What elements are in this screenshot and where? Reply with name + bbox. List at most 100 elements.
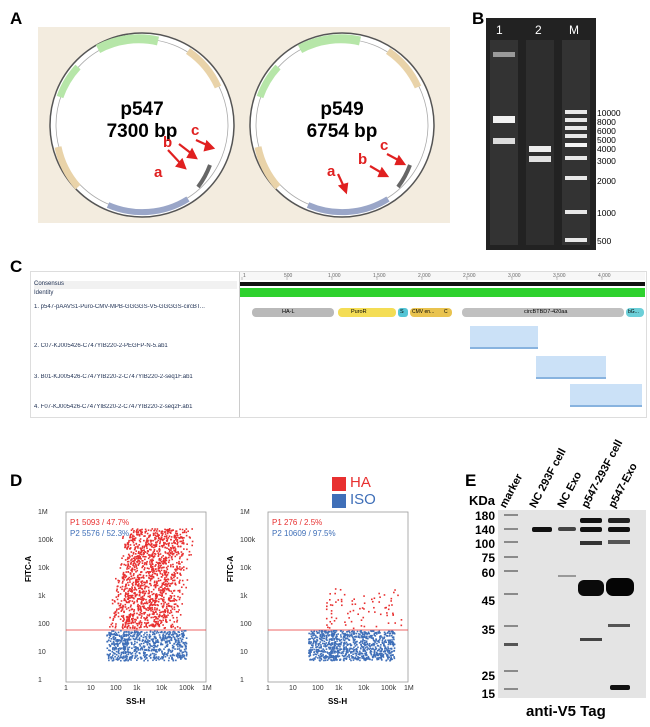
kda-75: 75 <box>481 551 495 565</box>
track-row-1[interactable]: 1. p547-pAAVS1-Puro-CMV-MPB-GGGGS-V5-GGG… <box>34 304 205 310</box>
arrow-label-c-left: c <box>191 122 200 139</box>
feature-puror: PuroR <box>351 309 367 315</box>
left-ytick: 10k <box>38 565 50 572</box>
left-xtick: 1 <box>64 685 68 692</box>
kda-100: 100 <box>474 537 495 551</box>
arrow-label-c-right: c <box>380 137 389 154</box>
alignment-tracks <box>240 272 645 407</box>
ruler-tick-500: 500 <box>284 273 293 279</box>
left-xlabel: SS-H <box>126 697 146 706</box>
feature-s: S <box>400 309 404 315</box>
kda-unit-label: KDa <box>468 493 495 508</box>
arrow-label-a-left: a <box>154 164 163 181</box>
right-xtick: 10 <box>289 685 297 692</box>
right-ytick: 100k <box>240 537 256 544</box>
consensus-label: Consensus <box>34 281 237 289</box>
left-ytick: 10 <box>38 649 46 656</box>
kda-140: 140 <box>474 523 495 537</box>
feature-ha-l: HA-L <box>282 309 295 315</box>
kda-25: 25 <box>481 669 495 683</box>
ruler-tick-1500: 1,500 <box>373 273 386 279</box>
kda-180: 180 <box>474 509 495 523</box>
right-ytick: 100 <box>240 621 252 628</box>
feature-cmv-enhancer: CMV en... <box>412 309 435 315</box>
track-row-3[interactable]: 3. B01-KJ005426-C747YIB220-2-C747YIB220-… <box>34 374 193 380</box>
right-ytick: 10k <box>240 565 252 572</box>
marker-size-4000: 4000 <box>597 144 616 154</box>
right-ytick: 1k <box>240 593 248 600</box>
arrow-label-b-right: b <box>358 151 368 168</box>
plasmid-maps <box>49 32 435 218</box>
panel-label-b: B <box>472 9 485 28</box>
left-xtick: 100k <box>179 685 195 692</box>
agarose-gel: 1 2 M <box>486 18 596 250</box>
ruler-tick-3500: 3,500 <box>553 273 566 279</box>
right-gate-p1: P1 276 / 2.5% <box>272 518 323 527</box>
p549-size: 6754 bp <box>306 121 378 142</box>
right-ytick: 1 <box>240 677 244 684</box>
marker-size-2000: 2000 <box>597 176 616 186</box>
arrow-label-a-right: a <box>327 163 336 180</box>
right-xtick: 100k <box>381 685 397 692</box>
right-xtick: 1M <box>404 685 414 692</box>
legend-label-iso: ISO <box>350 491 376 508</box>
left-xtick: 100 <box>110 685 122 692</box>
marker-size-8000: 8000 <box>597 117 616 127</box>
track-row-2[interactable]: 2. C07-KJ005426-C747YIB220-2-PEGFP-N-5.a… <box>34 343 168 349</box>
left-gate-p2: P2 5576 / 52.3% <box>70 529 130 538</box>
feature-c: C <box>444 309 448 315</box>
gel-lane-label-2: 2 <box>535 23 542 37</box>
legend-swatch-ha <box>332 477 346 491</box>
western-blot <box>498 510 646 698</box>
left-ytick: 1M <box>38 509 48 516</box>
panel-label-a: A <box>10 9 23 28</box>
western-blot-bands <box>504 514 634 690</box>
right-xtick: 100 <box>312 685 324 692</box>
panel-label-d: D <box>10 471 23 490</box>
right-ytick: 1M <box>240 509 250 516</box>
track-row-4[interactable]: 4. F07-KJ005426-C747YIB220-2-C747YIB220-… <box>34 404 193 410</box>
left-xtick: 1k <box>133 685 141 692</box>
sequence-alignment-view: Consensus Identity 1. p547-pAAVS1-Puro-C… <box>30 271 647 418</box>
p547-size: 7300 bp <box>106 121 178 142</box>
ruler-tick-2000: 2,000 <box>418 273 431 279</box>
left-ytick: 100 <box>38 621 50 628</box>
identity-label: Identity <box>34 290 54 296</box>
left-xtick: 10k <box>156 685 168 692</box>
marker-size-3000: 3000 <box>597 156 616 166</box>
gel-bands <box>490 40 590 245</box>
right-xlabel: SS-H <box>328 697 348 706</box>
ruler-tick-4000: 4,000 <box>598 273 611 279</box>
marker-size-6000: 6000 <box>597 126 616 136</box>
right-xtick: 10k <box>358 685 370 692</box>
right-gate-p2: P2 10609 / 97.5% <box>272 529 336 538</box>
flow-cytometry-plots <box>65 511 409 683</box>
marker-size-500: 500 <box>597 236 612 246</box>
kda-45: 45 <box>481 594 495 608</box>
gel-lane-label-m: M <box>569 23 579 37</box>
left-gate-p1: P1 5093 / 47.7% <box>70 518 130 527</box>
ruler-tick-1000: 1,000 <box>328 273 341 279</box>
right-xtick: 1 <box>266 685 270 692</box>
kda-60: 60 <box>481 566 495 580</box>
left-ylabel: FITC-A <box>24 555 33 582</box>
wb-caption: anti-V5 Tag <box>526 703 606 720</box>
feature-circbtbd7: circBTBD7-420aa <box>524 309 568 315</box>
left-xtick: 1M <box>202 685 212 692</box>
kda-35: 35 <box>481 623 495 637</box>
wb-lane-marker: marker <box>497 471 526 510</box>
right-ylabel: FITC-A <box>226 555 235 582</box>
left-ytick: 100k <box>38 537 54 544</box>
p547-name: p547 <box>120 99 164 120</box>
p549-name: p549 <box>320 99 364 120</box>
right-xtick: 1k <box>335 685 343 692</box>
panel-label-c: C <box>10 257 23 276</box>
ruler-tick-3000: 3,000 <box>508 273 521 279</box>
feature-bgh: bG... <box>628 309 639 315</box>
left-ytick: 1k <box>38 593 46 600</box>
ruler-tick-2500: 2,500 <box>463 273 476 279</box>
panel-label-e: E <box>465 471 477 490</box>
right-ytick: 10 <box>240 649 248 656</box>
alignment-track-names: Consensus Identity 1. p547-pAAVS1-Puro-C… <box>31 272 240 417</box>
marker-size-10000: 10000 <box>597 108 621 118</box>
